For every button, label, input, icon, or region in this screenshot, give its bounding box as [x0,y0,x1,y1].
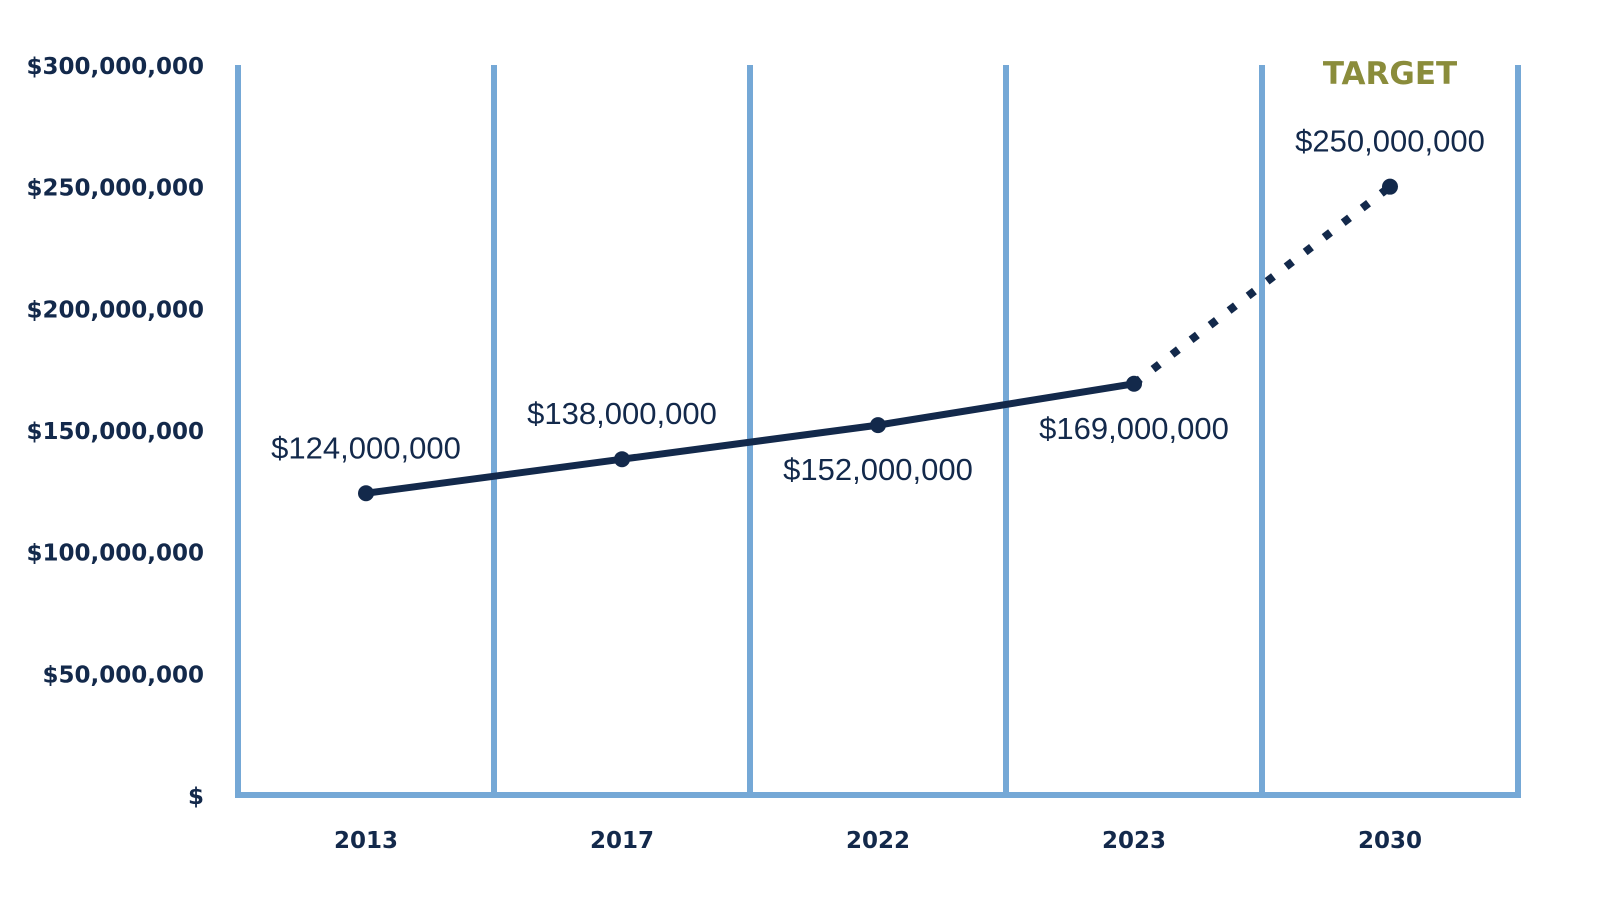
y-tick-label-1: $50,000,000 [42,662,204,688]
data-point-layer [358,178,1398,502]
series-line-projected [1131,183,1393,387]
x-tick-label-2017: 2017 [590,828,654,854]
data-label-2030: $250,000,000 [1295,124,1485,159]
y-axis-ticks: $ $50,000,000 $100,000,000 $150,000,000 $200… [26,54,204,810]
data-point-2023 [1126,375,1142,392]
y-tick-label-6: $300,000,000 [26,54,204,80]
data-point-2022 [870,417,886,434]
x-axis-ticks: 2013 2017 2022 2023 2030 [334,828,1422,854]
data-point-2017 [614,451,630,468]
y-tick-label-2: $100,000,000 [26,541,204,567]
target-annotation: TARGET [1323,56,1457,92]
grid-layer [235,65,1521,798]
data-label-layer: $124,000,000 $138,000,000 $152,000,000 $169… [271,124,1485,487]
data-label-2022: $152,000,000 [783,452,973,487]
y-tick-label-3: $150,000,000 [26,419,204,445]
data-label-2013: $124,000,000 [271,430,461,465]
series-line-actual [362,380,1138,497]
x-tick-label-2023: 2023 [1102,828,1166,854]
x-tick-label-2013: 2013 [334,828,398,854]
y-tick-label-4: $200,000,000 [26,297,204,323]
series-line-layer [362,183,1393,497]
x-tick-label-2030: 2030 [1358,828,1422,854]
data-point-2030 [1382,178,1398,195]
data-point-2013 [358,485,374,502]
data-label-2017: $138,000,000 [527,396,717,431]
x-tick-label-2022: 2022 [846,828,910,854]
y-tick-label-0: $ [188,784,204,810]
y-tick-label-5: $250,000,000 [26,176,204,202]
data-label-2023: $169,000,000 [1039,411,1229,446]
